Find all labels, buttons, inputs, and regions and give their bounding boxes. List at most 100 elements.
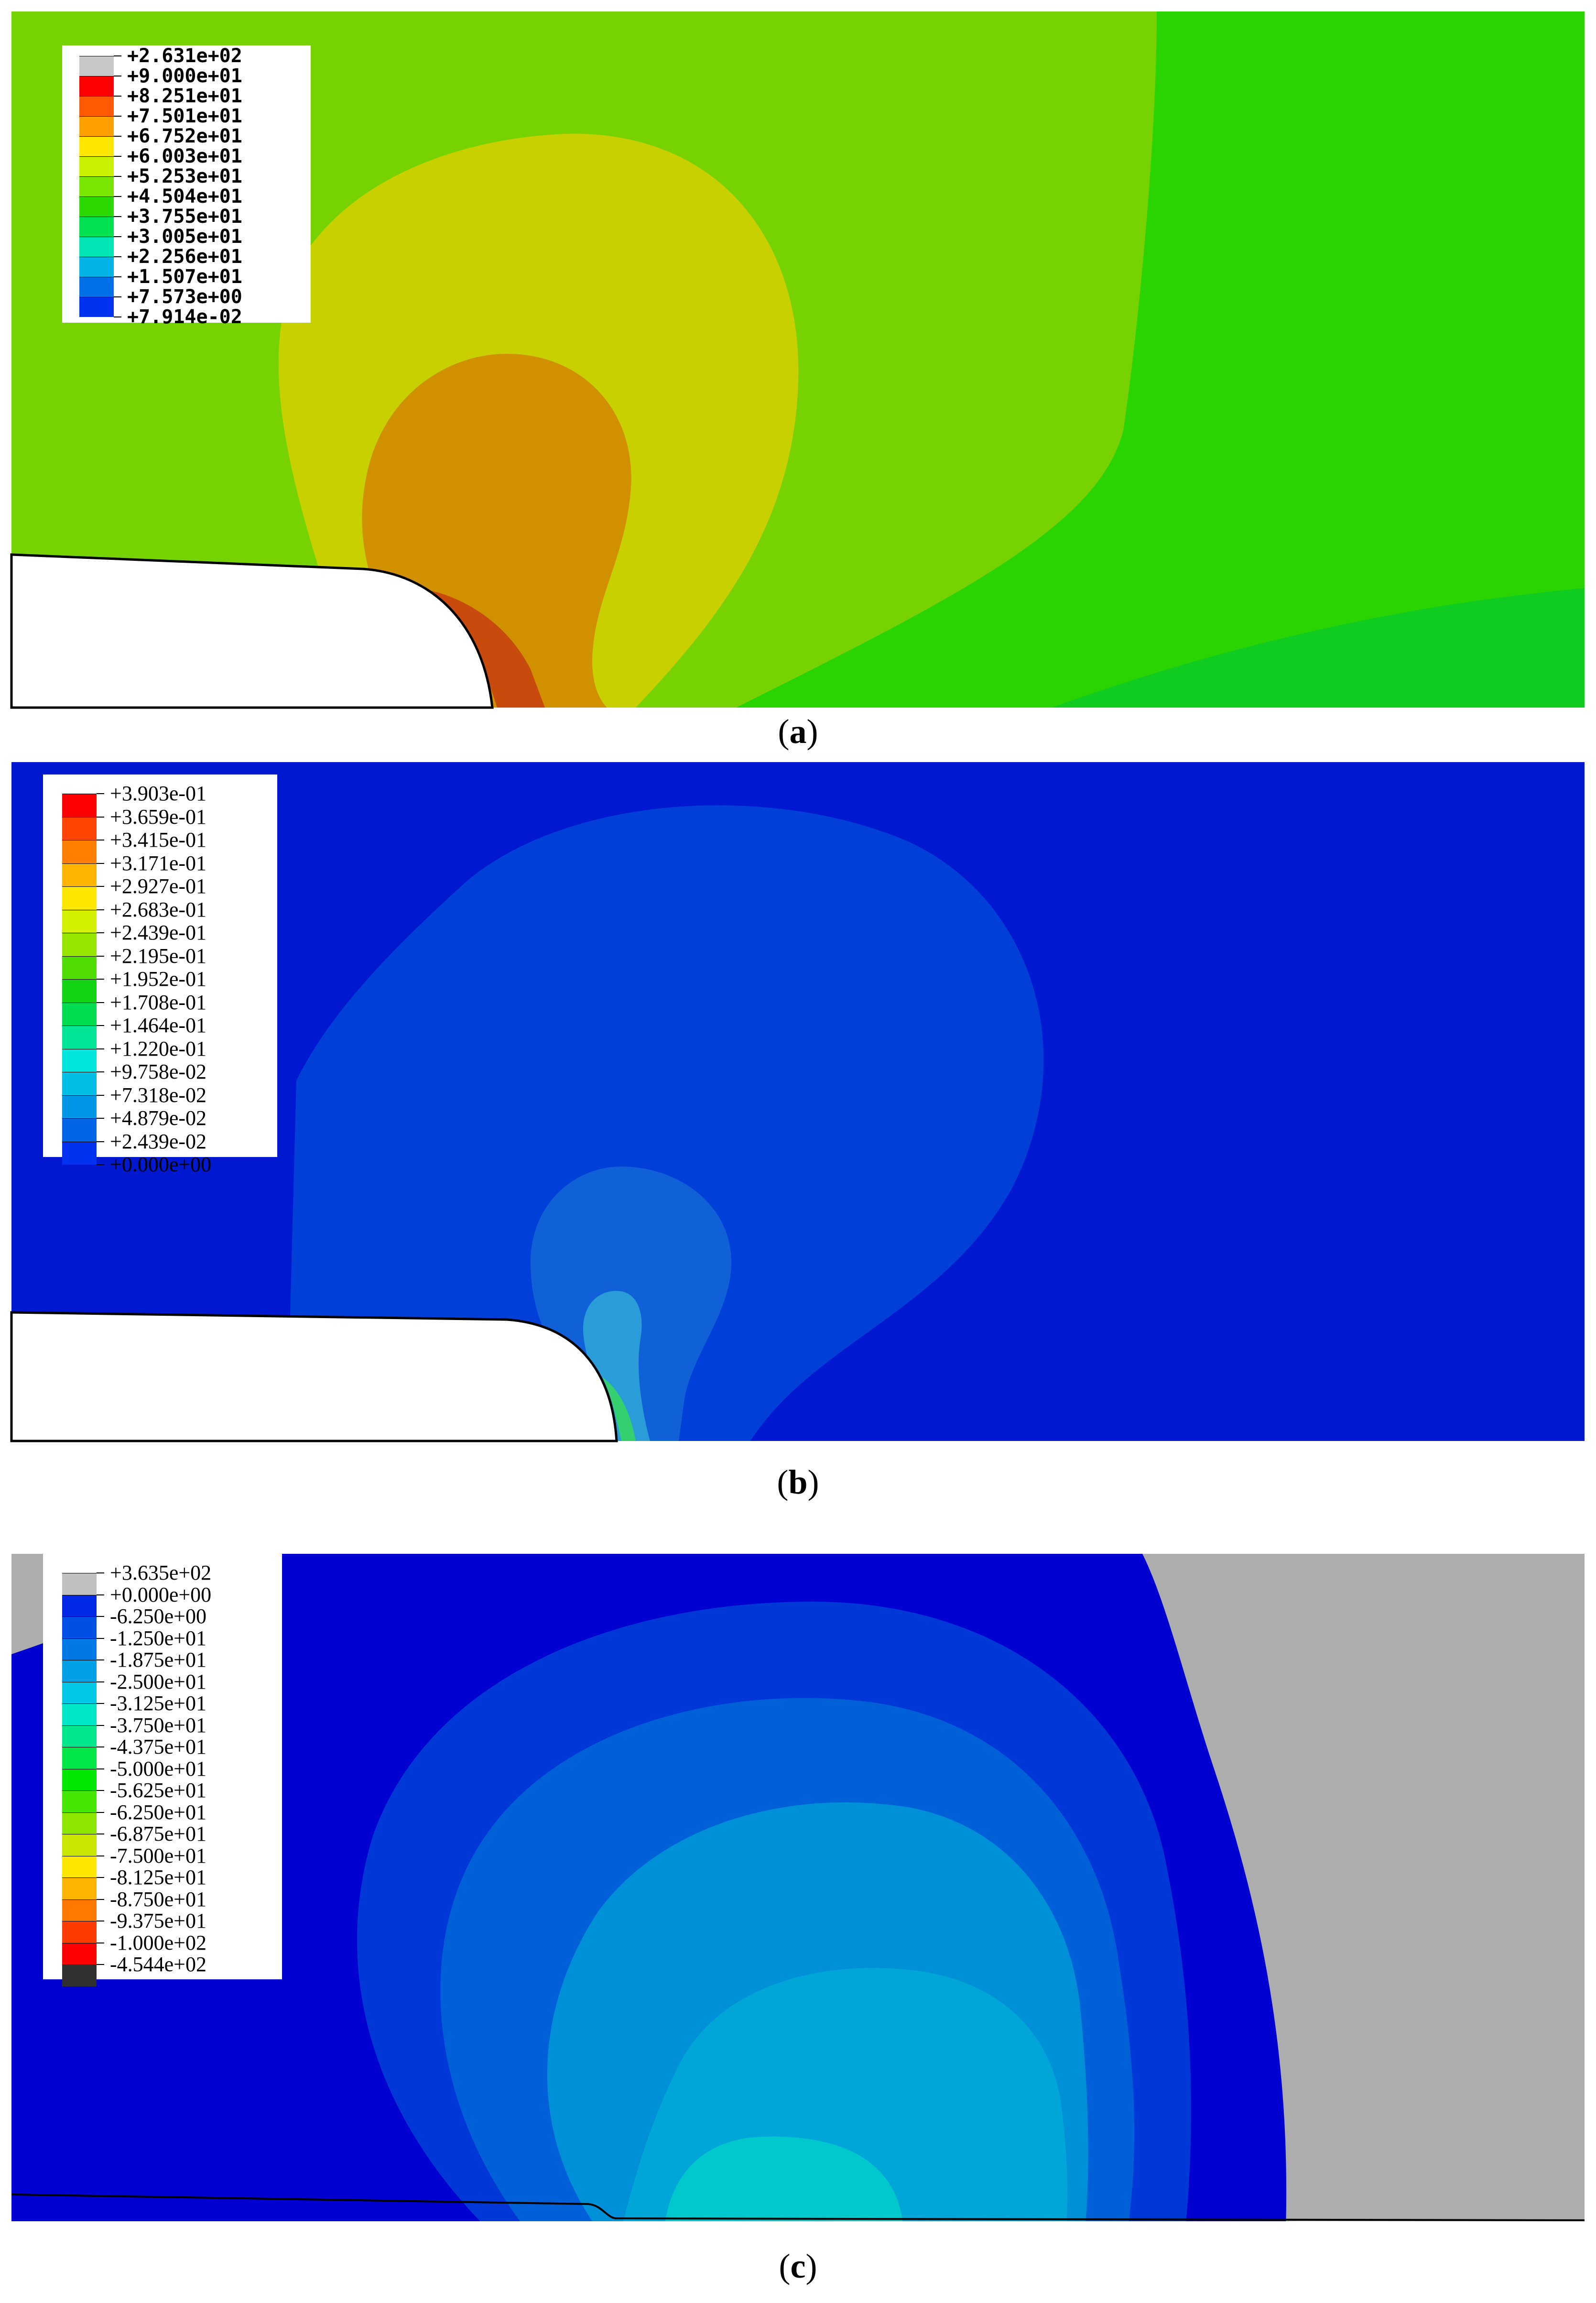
legend-tick <box>97 1877 104 1878</box>
legend-tick <box>97 1964 104 1965</box>
legend-tick <box>97 979 104 980</box>
legend-swatch <box>62 1681 97 1703</box>
legend-label: -2.500e+01 <box>110 1670 206 1693</box>
legend-label: +2.195e-01 <box>110 944 206 968</box>
legend-label: -4.375e+01 <box>110 1735 206 1758</box>
legend-label: +3.635e+02 <box>110 1561 212 1584</box>
legend-swatch <box>62 1095 97 1118</box>
field-tip-b <box>583 1291 650 1441</box>
legend-swatch <box>62 1834 97 1856</box>
notch-line-c <box>11 2194 1585 2221</box>
legend-label: -6.250e+00 <box>110 1604 206 1628</box>
legend-label: +1.952e-01 <box>110 967 206 991</box>
legend-swatch <box>79 196 114 217</box>
legend-label: +1.464e-01 <box>110 1014 206 1037</box>
legend-tick <box>97 1637 104 1639</box>
legend-swatch <box>62 1072 97 1095</box>
legend-swatch <box>62 933 97 956</box>
legend-swatch <box>62 1026 97 1049</box>
legend-swatch <box>79 257 114 277</box>
legend-swatch <box>62 909 97 933</box>
legend-label: +2.439e-02 <box>110 1129 206 1153</box>
legend-tick <box>114 296 121 297</box>
legend-tick <box>97 1681 104 1682</box>
legend-tick <box>97 1812 104 1813</box>
legend-swatch <box>62 979 97 1003</box>
bottom-clearance-c <box>11 2221 1585 2229</box>
legend-tick <box>97 1746 104 1747</box>
legend-label: +4.879e-02 <box>110 1106 206 1130</box>
legend-label: +3.659e-01 <box>110 805 206 829</box>
legend-tick <box>97 862 104 864</box>
legend-tick <box>114 55 121 56</box>
legend-swatch <box>79 56 114 76</box>
field-hot-spot-b <box>602 1377 636 1441</box>
legend-tick <box>114 236 121 237</box>
notch-cutout-b <box>10 1311 618 1442</box>
legend-swatch <box>79 116 114 136</box>
legend-label: -8.750e+01 <box>110 1887 206 1911</box>
legend-tick <box>114 96 121 97</box>
field-edge-band-a <box>1052 588 1585 708</box>
legend-tick <box>97 1790 104 1791</box>
legend-swatch <box>62 1747 97 1769</box>
legend-tick <box>97 1141 104 1142</box>
legend-label: -5.625e+01 <box>110 1779 206 1802</box>
legend-tick <box>97 909 104 910</box>
legend-label: +3.005e+01 <box>127 226 242 248</box>
legend-swatch <box>62 1812 97 1834</box>
legend-swatch <box>79 156 114 176</box>
legend-label: -6.875e+01 <box>110 1822 206 1845</box>
legend-tick <box>97 1048 104 1049</box>
legend-tick <box>97 1164 104 1165</box>
legend-swatch <box>62 1768 97 1790</box>
legend-swatch <box>62 1002 97 1026</box>
legend-tick <box>97 1703 104 1704</box>
legend-tick <box>97 816 104 818</box>
legend-label: -3.125e+01 <box>110 1692 206 1715</box>
legend-swatch <box>62 1594 97 1616</box>
legend-swatch <box>62 840 97 863</box>
legend-swatch <box>62 1965 97 1986</box>
legend-tick <box>97 1572 104 1573</box>
legend-swatch <box>62 956 97 979</box>
legend-label: +2.683e-01 <box>110 897 206 921</box>
field-region-b <box>287 805 1044 1441</box>
legend-swatch <box>79 217 114 237</box>
caption-a: (a) <box>778 712 818 751</box>
legend-tick <box>97 1594 104 1595</box>
legend-swatch <box>62 1943 97 1965</box>
legend-a: +2.631e+02 +9.000e+01 +8.251e+01 +7.501e+01… <box>62 45 311 328</box>
legend-label: +4.504e+01 <box>127 186 242 207</box>
legend-swatch <box>62 863 97 886</box>
legend-swatch <box>79 76 114 96</box>
legend-swatch <box>62 1141 97 1165</box>
legend-label: -3.750e+01 <box>110 1713 206 1737</box>
legend-label: +1.507e+01 <box>127 266 242 288</box>
legend-label: +3.903e-01 <box>110 782 206 805</box>
legend-label: +2.927e-01 <box>110 874 206 898</box>
legend-swatch <box>62 886 97 910</box>
notch-cutout-a <box>10 553 494 709</box>
panel-c: +3.635e+02 +0.000e+00 -6.250e+00 -1.250e+01… <box>0 1530 1596 2303</box>
legend-swatch <box>79 96 114 116</box>
legend-tick <box>97 932 104 933</box>
legend-label: -1.875e+01 <box>110 1648 206 1671</box>
legend-label: +6.752e+01 <box>127 125 242 147</box>
legend-tick <box>97 1616 104 1617</box>
legend-tick <box>97 886 104 887</box>
field-inner-c <box>664 2136 903 2229</box>
legend-tick <box>97 1768 104 1769</box>
legend-tick <box>97 1071 104 1072</box>
legend-swatch <box>62 1048 97 1072</box>
legend-label: +1.708e-01 <box>110 990 206 1014</box>
legend-tick <box>97 1025 104 1026</box>
legend-label: +2.631e+02 <box>127 45 242 67</box>
legend-swatch <box>62 1790 97 1812</box>
legend-label: +7.318e-02 <box>110 1083 206 1107</box>
legend-tick <box>114 116 121 117</box>
legend-tick <box>97 1659 104 1660</box>
legend-tick <box>114 176 121 177</box>
legend-swatch <box>62 1118 97 1142</box>
legend-label: +3.755e+01 <box>127 206 242 228</box>
